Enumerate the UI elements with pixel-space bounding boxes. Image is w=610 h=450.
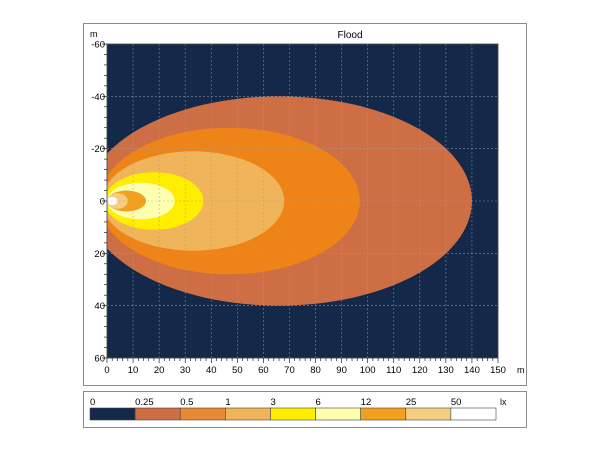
legend-label: 12 [361,397,372,408]
x-tick-label: 130 [438,365,454,376]
legend-swatch [225,407,271,421]
x-tick-label: 20 [154,365,165,376]
x-tick-label: 140 [464,365,480,376]
y-tick-label: 60 [94,354,105,365]
x-tick-label: 120 [412,365,428,376]
isolux-chart: Flood m m 0 10 20 30 40 50 60 70 80 90 100 110 120 13… [90,29,525,376]
chart-title: Flood [337,30,362,41]
y-tick-label: 0 [100,197,105,208]
legend-label: 25 [406,397,417,408]
legend-swatch [315,407,361,421]
x-tick-label: 100 [360,365,376,376]
legend-label: 3 [270,397,275,408]
legend-swatch [89,407,136,421]
x-axis-unit: m [517,365,525,375]
legend-swatch [270,407,316,421]
x-tick-label: 10 [128,365,139,376]
x-tick-label: 60 [258,365,269,376]
x-tick-label: 150 [490,365,506,376]
x-tick-label: 0 [104,365,109,376]
legend-label: 6 [316,397,321,408]
legend-unit: lx [500,397,507,407]
legend-swatch [179,407,226,421]
legend-swatch [134,407,181,421]
y-tick-label: 20 [94,249,105,260]
legend-swatch [360,407,407,421]
x-tick-label: 50 [232,365,243,376]
x-tick-label: 40 [206,365,217,376]
legend-label: 1 [225,397,230,408]
legend-swatch [405,407,452,421]
chart-frame: Flood m m 0 10 20 30 40 50 60 70 80 90 100 110 120 13… [83,23,527,386]
legend-frame: lx 0 0.25 0.5 1 3 6 12 25 50 [83,391,527,428]
y-tick-label: -40 [91,92,105,103]
legend-label: 0.5 [180,397,193,408]
legend-label: 0.25 [135,397,154,408]
legend-label: 50 [451,397,462,408]
legend-swatch [450,407,497,421]
x-tick-label: 70 [284,365,295,376]
legend-label: 0 [90,397,95,408]
y-axis-unit: m [90,29,98,39]
x-tick-label: 90 [336,365,347,376]
x-tick-label: 30 [180,365,191,376]
y-tick-label: 40 [94,301,105,312]
y-tick-label: -60 [91,40,105,51]
x-tick-label: 80 [310,365,321,376]
y-tick-label: -20 [91,144,105,155]
x-tick-label: 110 [386,365,401,376]
isolux-legend: lx 0 0.25 0.5 1 3 6 12 25 50 [89,397,507,421]
